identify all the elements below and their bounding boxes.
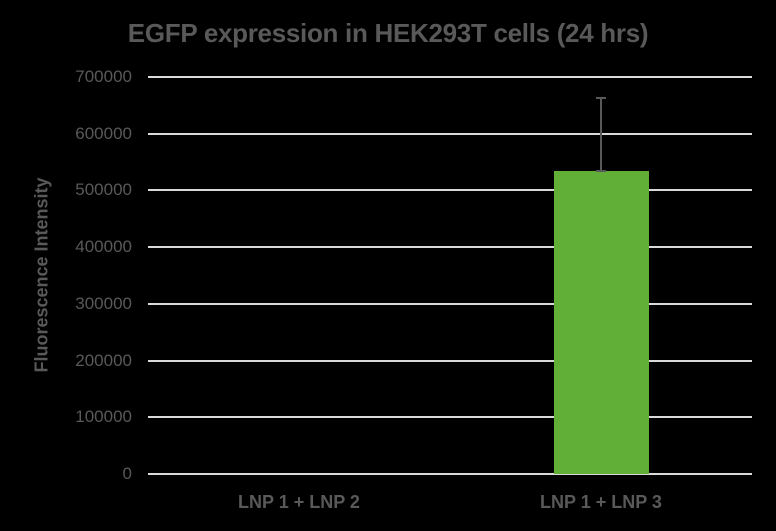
y-tick-label: 0 xyxy=(122,464,132,483)
y-tick-label: 200000 xyxy=(75,350,132,370)
gridline xyxy=(148,302,752,305)
y-axis-label: Fluorescence Intensity xyxy=(31,177,52,373)
gridline xyxy=(148,246,752,249)
error-bar xyxy=(600,96,602,172)
gridline xyxy=(148,189,752,192)
error-bar-cap xyxy=(596,170,606,173)
x-tick-label: LNP 1 + LNP 3 xyxy=(540,492,662,512)
error-bar-cap xyxy=(596,96,606,99)
y-tick-label: 700000 xyxy=(75,67,132,86)
gridline xyxy=(148,416,752,419)
bar xyxy=(553,171,649,474)
y-tick-label: 600000 xyxy=(75,123,132,143)
x-tick-label: LNP 1 + LNP 2 xyxy=(238,492,360,512)
y-tick-label: 500000 xyxy=(75,180,132,200)
gridline xyxy=(148,473,752,475)
chart-title: EGFP expression in HEK293T cells (24 hrs… xyxy=(127,18,649,48)
gridline xyxy=(148,132,752,135)
gridline xyxy=(148,359,752,362)
y-tick-label: 400000 xyxy=(75,237,132,257)
gridline xyxy=(148,76,752,78)
y-tick-label: 300000 xyxy=(75,293,132,313)
y-tick-label: 100000 xyxy=(75,407,132,427)
